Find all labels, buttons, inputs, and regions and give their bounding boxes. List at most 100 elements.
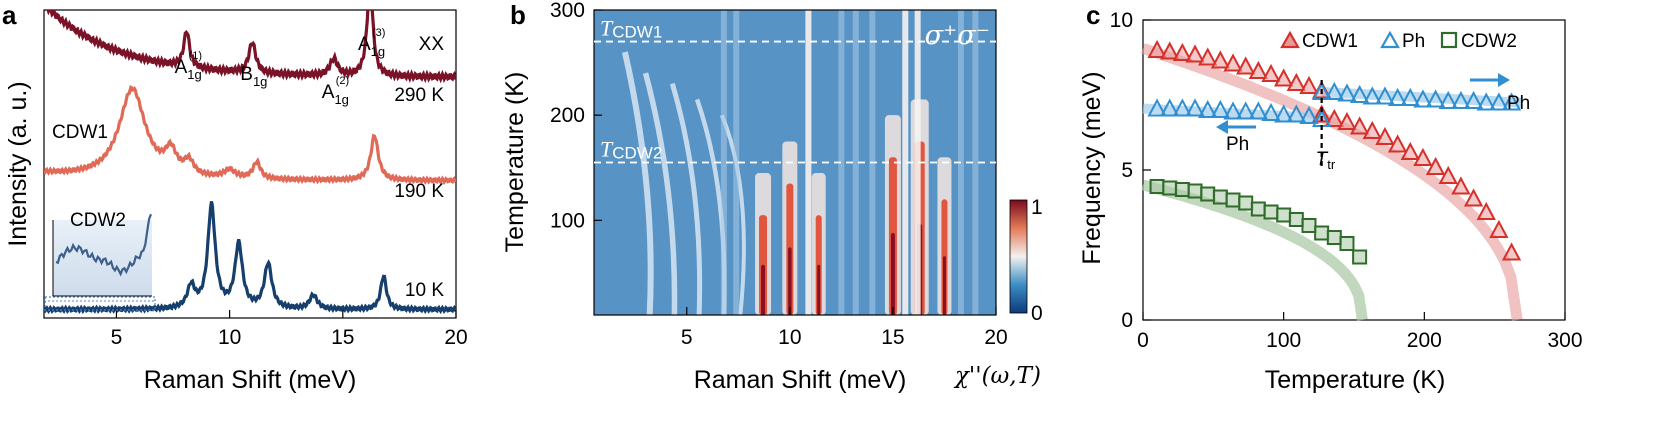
marker-ph (1349, 84, 1370, 103)
marker-cdw1 (1210, 50, 1231, 69)
marker-cdw2 (1238, 195, 1254, 211)
marker-cdw2 (1314, 225, 1330, 241)
c-ytick-label: 5 (1121, 159, 1133, 182)
marker-cdw1 (1362, 120, 1382, 139)
marker-cdw1 (1261, 63, 1281, 82)
colorbar-label: χ''(ω,T) (953, 363, 1041, 389)
marker-cdw2 (1288, 212, 1304, 227)
a-xtick-label: 5 (111, 326, 123, 349)
marker-cdw2 (1326, 230, 1342, 245)
a-xtick-label: 15 (331, 326, 354, 349)
b-xtick-label: 20 (984, 326, 1007, 349)
data-markers (1147, 39, 1522, 265)
legend-cdw1-marker (1280, 30, 1300, 49)
faint-band (852, 10, 859, 315)
ph-arrow-left-label: Ph (1226, 134, 1249, 155)
faint-band (838, 10, 845, 315)
panel-a-xticks: 5 10 15 20 (111, 310, 468, 349)
panel-a-ylabel: Intensity (a. u.) (4, 81, 32, 246)
panel-a-frame (43, 9, 457, 319)
soft-mode-streak (621, 51, 654, 315)
marker-cdw1 (1274, 68, 1294, 87)
marker-ph (1248, 101, 1269, 120)
marker-ph (1438, 90, 1458, 109)
marker-cdw1 (1451, 176, 1471, 195)
marker-cdw2 (1149, 179, 1165, 194)
panel-b-ylabel: Temperature (K) (501, 72, 529, 253)
marker-cdw2 (1352, 249, 1368, 265)
marker-ph (1236, 101, 1256, 120)
marker-ph (1172, 98, 1193, 117)
peak-label-superscript: (1) (189, 50, 202, 62)
inset-zoom-box (44, 296, 156, 311)
marker-ph (1286, 104, 1306, 123)
c-ytick-label: 10 (1110, 9, 1133, 32)
inset-axes (52, 220, 152, 297)
marker-cdw2 (1212, 189, 1228, 205)
marker-cdw2 (1250, 201, 1266, 217)
heatmap (594, 10, 996, 315)
marker-cdw2 (1174, 182, 1190, 197)
cdw2-annotation: CDW2 (70, 210, 126, 231)
marker-ph (1198, 99, 1218, 118)
phonon-highT (902, 10, 909, 315)
b-ytick-label: 200 (550, 104, 585, 127)
soft-mode-streak (669, 82, 703, 315)
spectrum-10k (44, 201, 456, 315)
marker-cdw1 (1387, 134, 1408, 153)
marker-cdw1 (1400, 141, 1420, 160)
marker-cdw1 (1324, 108, 1344, 127)
ttr-label: Ttr (1316, 149, 1336, 172)
marker-cdw2 (1301, 218, 1317, 233)
marker-ph (1375, 86, 1395, 105)
marker-cdw2 (1200, 186, 1216, 202)
marker-ph (1274, 104, 1294, 123)
marker-cdw2 (1339, 236, 1355, 251)
legend-cdw2: CDW2 (1461, 31, 1517, 52)
faint-band (972, 10, 979, 315)
marker-cdw1 (1349, 116, 1370, 135)
peak-label: A1g (358, 34, 385, 59)
marker-ph (1489, 92, 1509, 111)
marker-ph (1463, 90, 1484, 109)
panel-a-xlabel: Raman Shift (meV) (144, 366, 357, 394)
legend: CDW1 Ph CDW2 (1280, 30, 1517, 52)
polarization-label: σ⁺σ⁻ (925, 20, 990, 51)
panel-b-label: b (510, 0, 526, 30)
label-tcdw1: TCDW1 (600, 16, 662, 42)
marker-ph (1185, 98, 1205, 117)
marker-cdw1 (1463, 188, 1484, 207)
colorbar-min: 0 (1031, 302, 1043, 325)
marker-ph (1451, 90, 1471, 109)
marker-ph (1223, 101, 1243, 120)
b-xtick-label: 10 (778, 326, 801, 349)
marker-ph (1476, 92, 1496, 111)
marker-ph (1362, 86, 1382, 105)
c-xtick-label: 200 (1407, 329, 1442, 352)
spectrum-290k (44, 10, 456, 84)
legend-cdw2-marker (1440, 31, 1458, 49)
peak-label-superscript: (2) (336, 75, 349, 87)
c-xtick-label: 300 (1547, 329, 1582, 352)
marker-cdw1 (1476, 201, 1496, 220)
phonon-highT (805, 10, 812, 315)
panel-b-ticks: 5 10 15 20 100 200 300 (550, 0, 1008, 349)
marker-cdw1 (1489, 219, 1509, 238)
marker-cdw2 (1225, 192, 1241, 208)
peak-label: A1g (175, 57, 202, 82)
b-ytick-label: 100 (550, 209, 585, 232)
marker-ph (1400, 87, 1420, 106)
legend-ph: Ph (1402, 31, 1425, 52)
c-xtick-label: 100 (1266, 329, 1301, 352)
panel-c-ticks: 0 100 200 300 0 5 10 (1110, 9, 1583, 352)
ph-arrow-right-label: Ph (1507, 93, 1530, 114)
panel-c: c 0 100 200 300 0 5 10 Temperature (K) Frequen… (1078, 0, 1583, 394)
phonon-highT (914, 10, 921, 315)
panel-a-spectra (44, 10, 456, 315)
marker-ph (1261, 102, 1281, 121)
peak-label: B1g (240, 64, 267, 89)
panel-c-ylabel: Frequency (meV) (1078, 71, 1106, 264)
marker-ph (1337, 83, 1357, 102)
spectrum-190k (44, 85, 456, 186)
